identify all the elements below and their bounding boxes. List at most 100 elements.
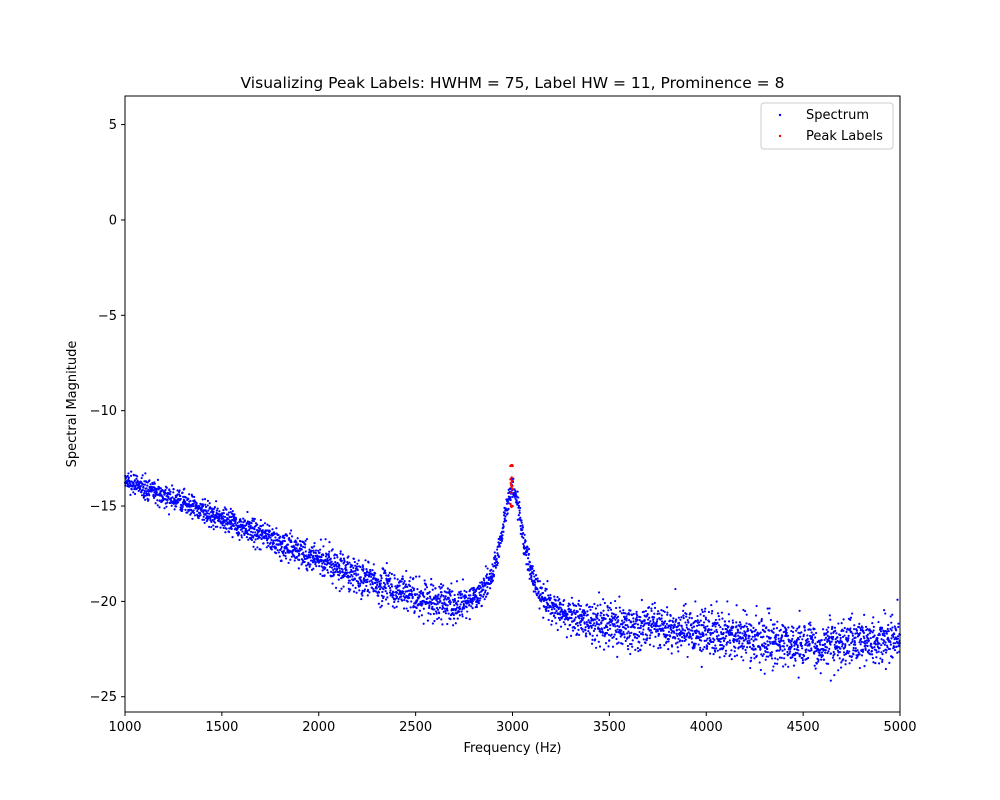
spectrum-point <box>628 634 631 638</box>
spectrum-point <box>665 640 668 643</box>
spectrum-point <box>749 666 752 670</box>
spectrum-point <box>721 617 724 620</box>
spectrum-point <box>262 542 265 545</box>
spectrum-point <box>270 548 273 551</box>
spectrum-point <box>533 575 536 578</box>
spectrum-point <box>760 619 763 622</box>
spectrum-point <box>233 513 236 516</box>
spectrum-point <box>744 648 747 652</box>
spectrum-point <box>547 609 550 613</box>
spectrum-point <box>202 518 206 521</box>
spectrum-point <box>458 610 461 613</box>
spectrum-point <box>172 491 175 494</box>
spectrum-point <box>573 618 576 621</box>
spectrum-point <box>789 647 792 651</box>
spectrum-point <box>813 652 816 655</box>
spectrum-point <box>587 619 590 622</box>
spectrum-point <box>604 633 607 636</box>
spectrum-point <box>779 645 782 648</box>
spectrum-point <box>608 620 611 624</box>
spectrum-point <box>649 629 652 632</box>
spectrum-point <box>706 630 710 634</box>
spectrum-point <box>547 618 550 622</box>
spectrum-point <box>612 613 616 616</box>
spectrum-point <box>388 571 391 574</box>
spectrum-point <box>820 658 823 661</box>
spectrum-point <box>335 554 338 557</box>
spectrum-point <box>699 646 702 649</box>
spectrum-point <box>731 621 735 624</box>
spectrum-point <box>826 640 829 643</box>
spectrum-point <box>841 642 844 645</box>
spectrum-point <box>430 601 434 605</box>
spectrum-point <box>253 528 256 531</box>
spectrum-point <box>740 655 743 658</box>
spectrum-point <box>346 571 349 574</box>
spectrum-point <box>874 643 877 646</box>
spectrum-point <box>681 636 684 639</box>
spectrum-point <box>666 611 669 614</box>
spectrum-point <box>634 648 637 652</box>
spectrum-point <box>485 574 488 578</box>
spectrum-point <box>440 586 443 589</box>
spectrum-point <box>420 590 423 593</box>
spectrum-point <box>615 630 618 634</box>
spectrum-point <box>656 624 659 627</box>
spectrum-point <box>598 627 601 631</box>
spectrum-point <box>227 518 230 521</box>
spectrum-point <box>461 613 464 616</box>
spectrum-point <box>595 621 598 624</box>
spectrum-point <box>613 615 617 618</box>
spectrum-point <box>192 511 196 515</box>
spectrum-point <box>676 646 679 649</box>
spectrum-point <box>824 649 827 652</box>
spectrum-point <box>581 618 584 621</box>
spectrum-point <box>394 594 398 597</box>
spectrum-point <box>415 606 418 610</box>
spectrum-point <box>839 639 842 642</box>
spectrum-point <box>715 635 718 638</box>
spectrum-point <box>133 492 137 496</box>
spectrum-point <box>486 586 489 589</box>
spectrum-point <box>762 653 765 656</box>
spectrum-point <box>315 565 318 568</box>
spectrum-point <box>456 603 459 606</box>
spectrum-point <box>586 610 589 613</box>
spectrum-point <box>313 557 316 560</box>
spectrum-point <box>596 612 599 615</box>
spectrum-point <box>684 602 687 606</box>
spectrum-point <box>772 631 775 634</box>
spectrum-point <box>554 599 557 602</box>
spectrum-point <box>641 621 644 625</box>
spectrum-point <box>201 503 205 506</box>
spectrum-point <box>823 633 826 637</box>
spectrum-point <box>714 618 717 622</box>
spectrum-point <box>749 659 753 662</box>
spectrum-point <box>636 618 639 621</box>
spectrum-point <box>435 612 438 615</box>
spectrum-point <box>679 618 682 621</box>
spectrum-point <box>753 657 756 660</box>
spectrum-point <box>368 580 371 583</box>
spectrum-point <box>745 625 749 628</box>
spectrum-point <box>397 593 400 596</box>
spectrum-point <box>838 657 841 660</box>
spectrum-point <box>347 581 350 584</box>
spectrum-point <box>475 588 478 591</box>
spectrum-point <box>224 531 227 534</box>
spectrum-point <box>440 593 443 597</box>
spectrum-point <box>392 591 395 594</box>
spectrum-point <box>820 638 823 642</box>
spectrum-point <box>778 643 781 646</box>
spectrum-point <box>719 625 722 629</box>
spectrum-point <box>834 629 837 632</box>
spectrum-point <box>528 577 531 580</box>
x-tick-label: 4500 <box>787 720 820 735</box>
spectrum-point <box>612 624 615 627</box>
spectrum-point <box>876 639 879 642</box>
spectrum-point <box>146 484 149 487</box>
spectrum-point <box>878 633 881 637</box>
spectrum-point <box>826 651 829 655</box>
spectrum-point <box>332 571 335 574</box>
spectrum-point <box>361 591 364 594</box>
